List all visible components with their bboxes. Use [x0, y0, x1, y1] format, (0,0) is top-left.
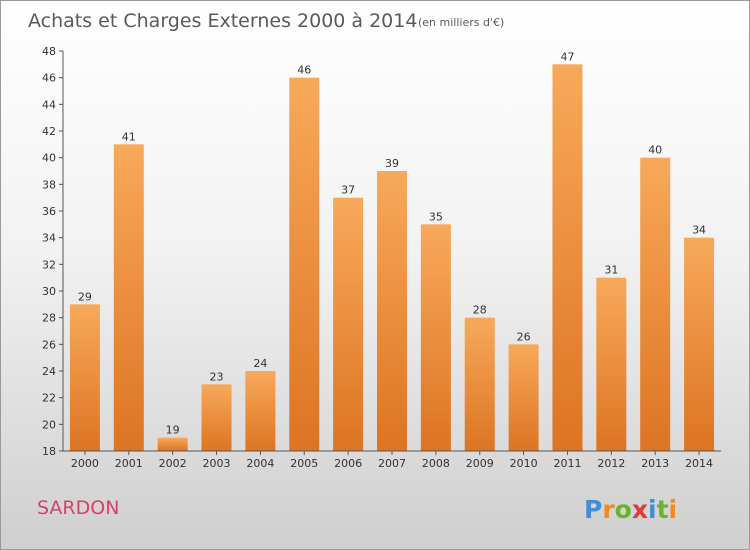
bar-2000 [69, 304, 100, 451]
x-tick-label: 2002 [159, 457, 187, 470]
logo-letter: P [584, 495, 602, 524]
place-name: SARDON [37, 497, 119, 519]
x-tick-label: 2012 [597, 457, 625, 470]
data-label-2008: 35 [429, 210, 443, 223]
y-tick-label: 32 [42, 258, 56, 271]
logo-letter: i [648, 495, 657, 524]
proxiti-logo: Proxiti [584, 495, 677, 524]
data-label-2001: 41 [122, 130, 136, 143]
y-tick-label: 36 [42, 205, 56, 218]
y-tick-label: 40 [42, 152, 56, 165]
bar-2009 [464, 317, 495, 451]
logo-letter: x [632, 495, 648, 524]
x-tick-label: 2011 [553, 457, 581, 470]
bar-2001 [113, 144, 144, 452]
x-axis: 2000 2001 2002 2003 2004 2005 2006 2007 2008 2009… [63, 450, 721, 470]
chart-subtitle: (en milliers d'€) [418, 16, 504, 29]
bar-2014 [684, 237, 715, 451]
bar-2003 [201, 384, 232, 451]
logo-letter: o [615, 495, 632, 524]
bars: 29 41 19 23 24 46 37 39 35 28 26 47 31 40 34 [69, 50, 715, 452]
x-tick-label: 2010 [510, 457, 538, 470]
bar-2008 [420, 224, 451, 451]
y-axis: 18 20 22 24 26 28 30 32 34 36 38 40 42 44 46 48 [42, 45, 64, 458]
data-label-2007: 39 [385, 157, 399, 170]
data-label-2011: 47 [560, 50, 574, 63]
data-label-2002: 19 [166, 424, 180, 437]
bar-2013 [640, 157, 671, 451]
bar-2011 [552, 64, 583, 452]
x-tick-label: 2000 [71, 457, 99, 470]
bar-2002 [157, 437, 188, 451]
x-tick-label: 2006 [334, 457, 362, 470]
y-tick-label: 28 [42, 312, 56, 325]
x-tick-label: 2001 [115, 457, 143, 470]
data-label-2003: 23 [210, 370, 224, 383]
bar-2007 [377, 171, 407, 451]
chart-title: Achats et Charges Externes 2000 à 2014 [28, 10, 417, 32]
x-tick-label: 2003 [203, 457, 231, 470]
y-tick-label: 42 [42, 125, 56, 138]
x-tick-label: 2009 [466, 457, 494, 470]
data-label-2012: 31 [604, 264, 618, 277]
y-tick-label: 38 [42, 178, 56, 191]
logo-letter: t [657, 495, 669, 524]
x-tick-label: 2007 [378, 457, 406, 470]
logo-letter: i [669, 495, 678, 524]
y-tick-label: 44 [42, 98, 56, 111]
y-tick-label: 22 [42, 392, 56, 405]
data-label-2013: 40 [648, 144, 662, 157]
x-tick-label: 2008 [422, 457, 450, 470]
data-label-2006: 37 [341, 184, 355, 197]
y-tick-label: 18 [42, 445, 56, 458]
x-tick-label: 2013 [641, 457, 669, 470]
y-tick-label: 26 [42, 338, 56, 351]
y-tick-label: 34 [42, 232, 56, 245]
bar-2010 [508, 344, 539, 451]
x-tick-label: 2014 [685, 457, 713, 470]
data-label-2000: 29 [78, 290, 92, 303]
y-tick-label: 20 [42, 418, 56, 431]
y-tick-label: 48 [42, 45, 56, 58]
bar-2006 [333, 197, 364, 451]
logo-letter: r [602, 495, 615, 524]
data-label-2014: 34 [692, 224, 706, 237]
data-label-2010: 26 [517, 330, 531, 343]
x-tick-label: 2004 [246, 457, 274, 470]
data-label-2004: 24 [253, 357, 267, 370]
bar-2005 [289, 77, 320, 452]
y-tick-label: 30 [42, 285, 56, 298]
y-tick-label: 46 [42, 72, 56, 85]
data-label-2005: 46 [297, 64, 311, 77]
bar-2004 [245, 371, 276, 451]
y-tick-label: 24 [42, 365, 56, 378]
bar-2012 [596, 277, 627, 451]
x-tick-label: 2005 [290, 457, 318, 470]
data-label-2009: 28 [473, 304, 487, 317]
